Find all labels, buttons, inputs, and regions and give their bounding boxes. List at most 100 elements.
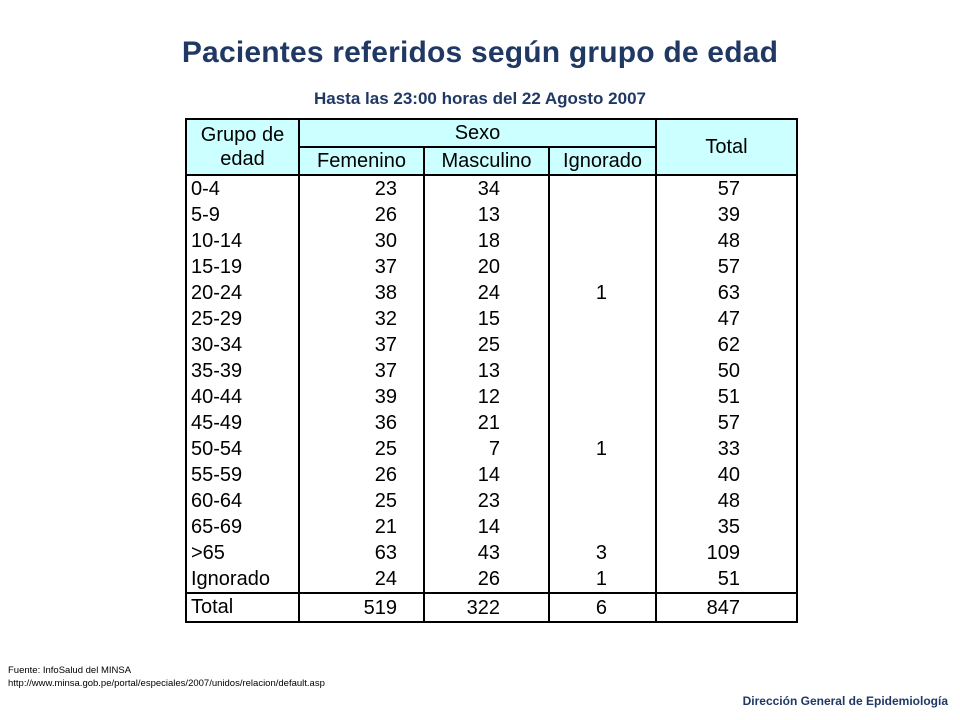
row-grupo: 35-39 bbox=[185, 358, 300, 384]
totals-masculino: 322 bbox=[424, 592, 550, 623]
row-masculino: 12 bbox=[424, 384, 550, 410]
row-femenino: 26 bbox=[299, 462, 425, 488]
row-ignorado bbox=[549, 488, 656, 514]
row-femenino: 25 bbox=[299, 436, 425, 462]
row-femenino: 37 bbox=[299, 254, 425, 280]
row-total: 40 bbox=[655, 462, 798, 488]
row-total: 109 bbox=[655, 540, 798, 566]
row-ignorado: 1 bbox=[595, 568, 607, 590]
row-ignorado bbox=[549, 358, 656, 384]
header-ignorado: Ignorado bbox=[549, 146, 656, 176]
row-grupo: 5-9 bbox=[185, 202, 300, 228]
header-sexo: Sexo bbox=[299, 118, 656, 147]
table-row: 60-64 25 23 48 bbox=[185, 488, 798, 514]
patients-table: Grupo de edad Sexo Total Femenino Mascul… bbox=[185, 118, 798, 623]
row-femenino: 30 bbox=[299, 228, 425, 254]
table-row: 40-44 39 12 51 bbox=[185, 384, 798, 410]
row-grupo: 25-29 bbox=[185, 306, 300, 332]
totals-femenino: 519 bbox=[299, 592, 425, 623]
row-grupo: 20-24 bbox=[185, 280, 300, 306]
header-total: Total bbox=[655, 118, 798, 176]
table-row: 5-9 26 13 39 bbox=[185, 202, 798, 228]
row-grupo: 60-64 bbox=[185, 488, 300, 514]
table-row: 30-34 37 25 62 bbox=[185, 332, 798, 358]
row-ignorado bbox=[549, 332, 656, 358]
row-total: 48 bbox=[655, 228, 798, 254]
table-row: 20-24 38 24 1 63 bbox=[185, 280, 798, 306]
row-grupo: 10-14 bbox=[185, 228, 300, 254]
row-femenino: 25 bbox=[299, 488, 425, 514]
row-grupo: 40-44 bbox=[185, 384, 300, 410]
row-grupo: 15-19 bbox=[185, 254, 300, 280]
row-total: 51 bbox=[655, 384, 798, 410]
row-ignorado: 1 bbox=[595, 282, 607, 304]
table-row: 65-69 21 14 35 bbox=[185, 514, 798, 540]
row-total: 39 bbox=[655, 202, 798, 228]
row-femenino: 63 bbox=[299, 540, 425, 566]
header-grupo-line1: Grupo de bbox=[200, 124, 285, 146]
table-row: 0-4 23 34 57 bbox=[185, 175, 798, 202]
table-row: 25-29 32 15 47 bbox=[185, 306, 798, 332]
row-grupo: 50-54 bbox=[185, 436, 300, 462]
totals-total: 847 bbox=[655, 592, 798, 623]
row-ignorado bbox=[549, 202, 656, 228]
row-femenino: 37 bbox=[299, 358, 425, 384]
row-masculino: 43 bbox=[424, 540, 550, 566]
row-femenino: 21 bbox=[299, 514, 425, 540]
row-ignorado bbox=[549, 254, 656, 280]
row-total: 50 bbox=[655, 358, 798, 384]
header-masculino: Masculino bbox=[424, 146, 550, 176]
row-masculino: 21 bbox=[424, 410, 550, 436]
row-masculino: 23 bbox=[424, 488, 550, 514]
row-masculino: 13 bbox=[424, 358, 550, 384]
row-masculino: 7 bbox=[424, 436, 550, 462]
row-ignorado bbox=[549, 384, 656, 410]
table-row: >65 63 43 3 109 bbox=[185, 540, 798, 566]
row-femenino: 24 bbox=[299, 566, 425, 593]
row-total: 35 bbox=[655, 514, 798, 540]
row-ignorado bbox=[549, 306, 656, 332]
row-ignorado bbox=[549, 410, 656, 436]
source-line: Fuente: InfoSalud del MINSA bbox=[8, 665, 132, 676]
row-masculino: 25 bbox=[424, 332, 550, 358]
row-grupo: 55-59 bbox=[185, 462, 300, 488]
table-row: 55-59 26 14 40 bbox=[185, 462, 798, 488]
row-masculino: 20 bbox=[424, 254, 550, 280]
source-url[interactable]: http://www.minsa.gob.pe/portal/especiale… bbox=[8, 678, 325, 689]
row-ignorado: 3 bbox=[595, 542, 607, 564]
footer-credit: Dirección General de Epidemiología bbox=[742, 694, 948, 708]
row-total: 62 bbox=[655, 332, 798, 358]
header-grupo-line2: edad bbox=[220, 148, 265, 170]
row-total: 33 bbox=[655, 436, 798, 462]
row-grupo: 65-69 bbox=[185, 514, 300, 540]
header-femenino: Femenino bbox=[299, 146, 425, 176]
row-ignorado bbox=[549, 228, 656, 254]
row-masculino: 24 bbox=[424, 280, 550, 306]
row-masculino: 13 bbox=[424, 202, 550, 228]
row-total: 63 bbox=[655, 280, 798, 306]
table-row: 45-49 36 21 57 bbox=[185, 410, 798, 436]
row-grupo: 0-4 bbox=[185, 175, 300, 202]
table-row: 10-14 30 18 48 bbox=[185, 228, 798, 254]
table-body: 0-4 23 34 57 5-9 26 13 39 10-14 30 18 48 15-19 37 20 57… bbox=[185, 175, 798, 593]
row-ignorado: 1 bbox=[595, 438, 607, 460]
page-subtitle: Hasta las 23:00 horas del 22 Agosto 2007 bbox=[314, 89, 646, 108]
row-masculino: 34 bbox=[424, 175, 550, 202]
row-femenino: 26 bbox=[299, 202, 425, 228]
row-femenino: 39 bbox=[299, 384, 425, 410]
source-note: Fuente: InfoSalud del MINSA http://www.m… bbox=[8, 664, 325, 690]
totals-label: Total bbox=[185, 592, 300, 623]
row-total: 57 bbox=[655, 410, 798, 436]
row-total: 48 bbox=[655, 488, 798, 514]
row-total: 51 bbox=[655, 566, 798, 593]
header-grupo: Grupo de edad bbox=[185, 118, 300, 176]
row-total: 47 bbox=[655, 306, 798, 332]
row-ignorado bbox=[549, 514, 656, 540]
row-grupo: 45-49 bbox=[185, 410, 300, 436]
page-title: Pacientes referidos según grupo de edad bbox=[181, 36, 779, 69]
row-grupo: >65 bbox=[185, 540, 300, 566]
row-femenino: 37 bbox=[299, 332, 425, 358]
row-femenino: 38 bbox=[299, 280, 425, 306]
row-total: 57 bbox=[655, 175, 798, 202]
row-total: 57 bbox=[655, 254, 798, 280]
